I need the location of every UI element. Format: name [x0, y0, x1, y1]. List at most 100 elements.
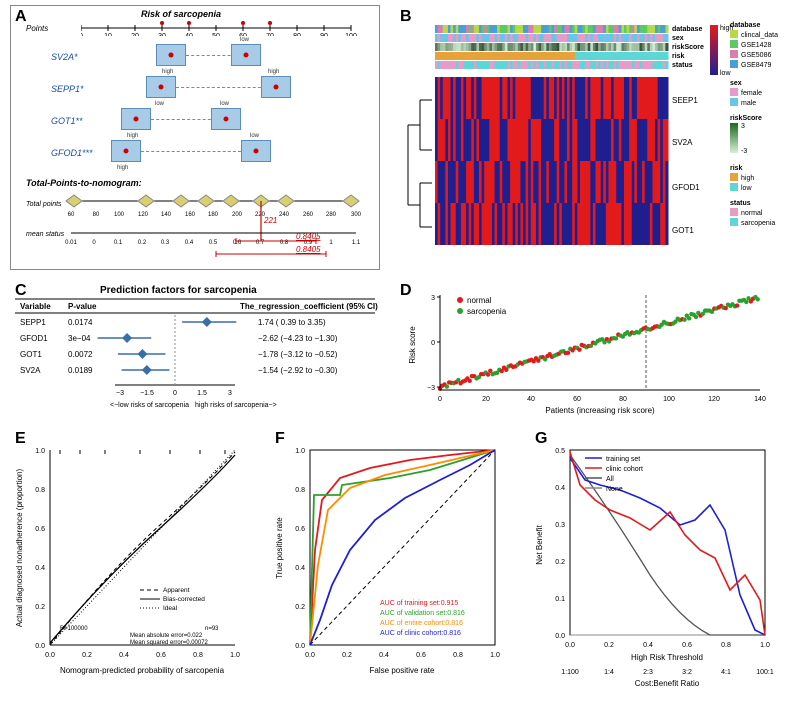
svg-text:4:1: 4:1 [721, 669, 731, 676]
svg-text:70: 70 [266, 33, 274, 36]
svg-text:female: female [741, 90, 762, 97]
svg-text:100: 100 [663, 396, 675, 403]
svg-text:status: status [672, 62, 693, 69]
svg-text:0.4: 0.4 [119, 652, 129, 659]
panel-c-title: Prediction factors for sarcopenia [100, 285, 257, 296]
svg-text:clincal_data: clincal_data [741, 32, 778, 39]
svg-text:0.4: 0.4 [185, 240, 194, 246]
svg-text:−1.5: −1.5 [140, 390, 154, 397]
svg-text:0.3: 0.3 [161, 240, 170, 246]
svg-text:sex: sex [730, 80, 742, 87]
svg-text:0.8: 0.8 [295, 487, 305, 494]
panel-e-calibration: 0.00.20.40.60.81.0 0.00.20.40.60.81.0 No… [10, 430, 255, 690]
svg-text:80: 80 [293, 33, 301, 36]
svg-text:100: 100 [345, 33, 357, 36]
svg-text:clinic cohort: clinic cohort [606, 466, 643, 473]
svg-text:AUC of validation set:0.816: AUC of validation set:0.816 [380, 610, 465, 617]
svg-text:0.8: 0.8 [35, 487, 45, 494]
svg-text:AUC of training set:0.915: AUC of training set:0.915 [380, 600, 458, 607]
panel-b-label: B [400, 8, 412, 26]
panel-f-roc: 0.00.20.40.60.81.0 0.00.20.40.60.81.0 Fa… [270, 430, 515, 690]
svg-text:0.6: 0.6 [416, 652, 426, 659]
svg-text:0.8: 0.8 [453, 652, 463, 659]
svg-text:0.4: 0.4 [35, 565, 45, 572]
svg-text:1:100: 1:100 [561, 669, 579, 676]
svg-text:60: 60 [68, 212, 75, 218]
svg-text:high risks of sarcopenia−>: high risks of sarcopenia−> [195, 402, 277, 409]
svg-text:0.8405: 0.8405 [296, 245, 321, 254]
svg-text:Bias-corrected: Bias-corrected [163, 596, 205, 603]
svg-text:0: 0 [173, 390, 177, 397]
svg-text:normal: normal [467, 296, 492, 305]
svg-text:3e−04: 3e−04 [68, 334, 91, 343]
svg-text:The_regression_coefficient (95: The_regression_coefficient (95% CI) [240, 302, 378, 311]
svg-text:Cost:Benefit Ratio: Cost:Benefit Ratio [635, 679, 700, 688]
svg-text:0.5: 0.5 [555, 448, 565, 455]
svg-text:Nomogram-predicted probability: Nomogram-predicted probability of sarcop… [60, 666, 225, 675]
points-axis: 0102030405060708090100 [81, 18, 366, 36]
svg-text:SV2A: SV2A [672, 138, 693, 147]
svg-text:AUC of clinic cohort:0.816: AUC of clinic cohort:0.816 [380, 630, 461, 637]
svg-text:GFOD1: GFOD1 [20, 334, 48, 343]
svg-text:GSE5086: GSE5086 [741, 52, 771, 59]
svg-text:database: database [730, 22, 760, 29]
nom-var-label: GFOD1*** [51, 148, 93, 158]
svg-text:AUC of entire cohort:0.816: AUC of entire cohort:0.816 [380, 620, 463, 627]
svg-text:1:4: 1:4 [604, 669, 614, 676]
panel-g-label: G [535, 430, 547, 448]
panel-b-heatmap: SEEP1 SV2A GFOD1 GOT1 database sex riskS… [400, 5, 780, 270]
panel-f-label: F [275, 430, 285, 448]
svg-text:0.01: 0.01 [65, 240, 77, 246]
svg-text:0.4: 0.4 [295, 565, 305, 572]
svg-text:300: 300 [351, 212, 362, 218]
svg-text:0: 0 [438, 396, 442, 403]
svg-text:140: 140 [754, 396, 766, 403]
svg-text:60: 60 [239, 33, 247, 36]
svg-text:0.4: 0.4 [555, 485, 565, 492]
panel-d-riskscore: 3 0 −3 020406080100120140 Risk score Pat… [400, 285, 780, 415]
svg-text:180: 180 [208, 212, 219, 218]
total-points-axis: Total points 608010012014016018020022024… [26, 191, 371, 266]
svg-text:0.6: 0.6 [682, 642, 692, 649]
svg-text:0: 0 [92, 240, 96, 246]
svg-text:sarcopenia: sarcopenia [741, 220, 775, 227]
nom-row-got1: GOT1** high low [51, 106, 364, 136]
svg-text:high: high [741, 175, 754, 182]
svg-text:0.6: 0.6 [295, 526, 305, 533]
svg-text:0.0072: 0.0072 [68, 350, 93, 359]
svg-text:0.3: 0.3 [555, 522, 565, 529]
svg-text:0.0: 0.0 [555, 633, 565, 640]
heatmap-svg: SEEP1 SV2A GFOD1 GOT1 database sex riskS… [400, 5, 780, 270]
svg-text:1.0: 1.0 [35, 448, 45, 455]
svg-text:False positive rate: False positive rate [370, 666, 435, 675]
svg-text:low: low [720, 70, 731, 77]
svg-text:status: status [730, 200, 751, 207]
svg-text:3: 3 [741, 123, 745, 130]
svg-text:100:1: 100:1 [756, 669, 774, 676]
svg-text:normal: normal [741, 210, 763, 217]
svg-text:0.2: 0.2 [604, 642, 614, 649]
svg-text:SEEP1: SEEP1 [672, 96, 698, 105]
svg-text:None: None [606, 486, 623, 493]
svg-text:All: All [606, 476, 614, 483]
svg-text:P-value: P-value [68, 302, 97, 311]
nom-row-gfod1: GFOD1*** high low [51, 138, 364, 168]
svg-text:database: database [672, 26, 702, 33]
dca-svg: 0.00.20.40.60.81.0 0.00.10.20.30.40.5 Hi… [530, 430, 785, 690]
svg-text:SV2A: SV2A [20, 366, 41, 375]
svg-text:0.2: 0.2 [138, 240, 147, 246]
svg-text:0.0189: 0.0189 [68, 366, 93, 375]
svg-text:risk: risk [730, 165, 743, 172]
svg-text:0.8405: 0.8405 [296, 232, 321, 241]
svg-text:80: 80 [93, 212, 100, 218]
svg-text:0.2: 0.2 [35, 604, 45, 611]
svg-text:riskScore: riskScore [672, 44, 704, 51]
svg-text:240: 240 [279, 212, 290, 218]
svg-text:risk: risk [672, 53, 685, 60]
panel-c-label: C [15, 282, 27, 300]
svg-text:1.1: 1.1 [352, 240, 361, 246]
svg-text:0.2: 0.2 [82, 652, 92, 659]
forest-svg: Variable P-value The_regression_coeffici… [10, 285, 380, 415]
svg-text:Net Benefit: Net Benefit [535, 524, 544, 564]
svg-text:200: 200 [232, 212, 243, 218]
